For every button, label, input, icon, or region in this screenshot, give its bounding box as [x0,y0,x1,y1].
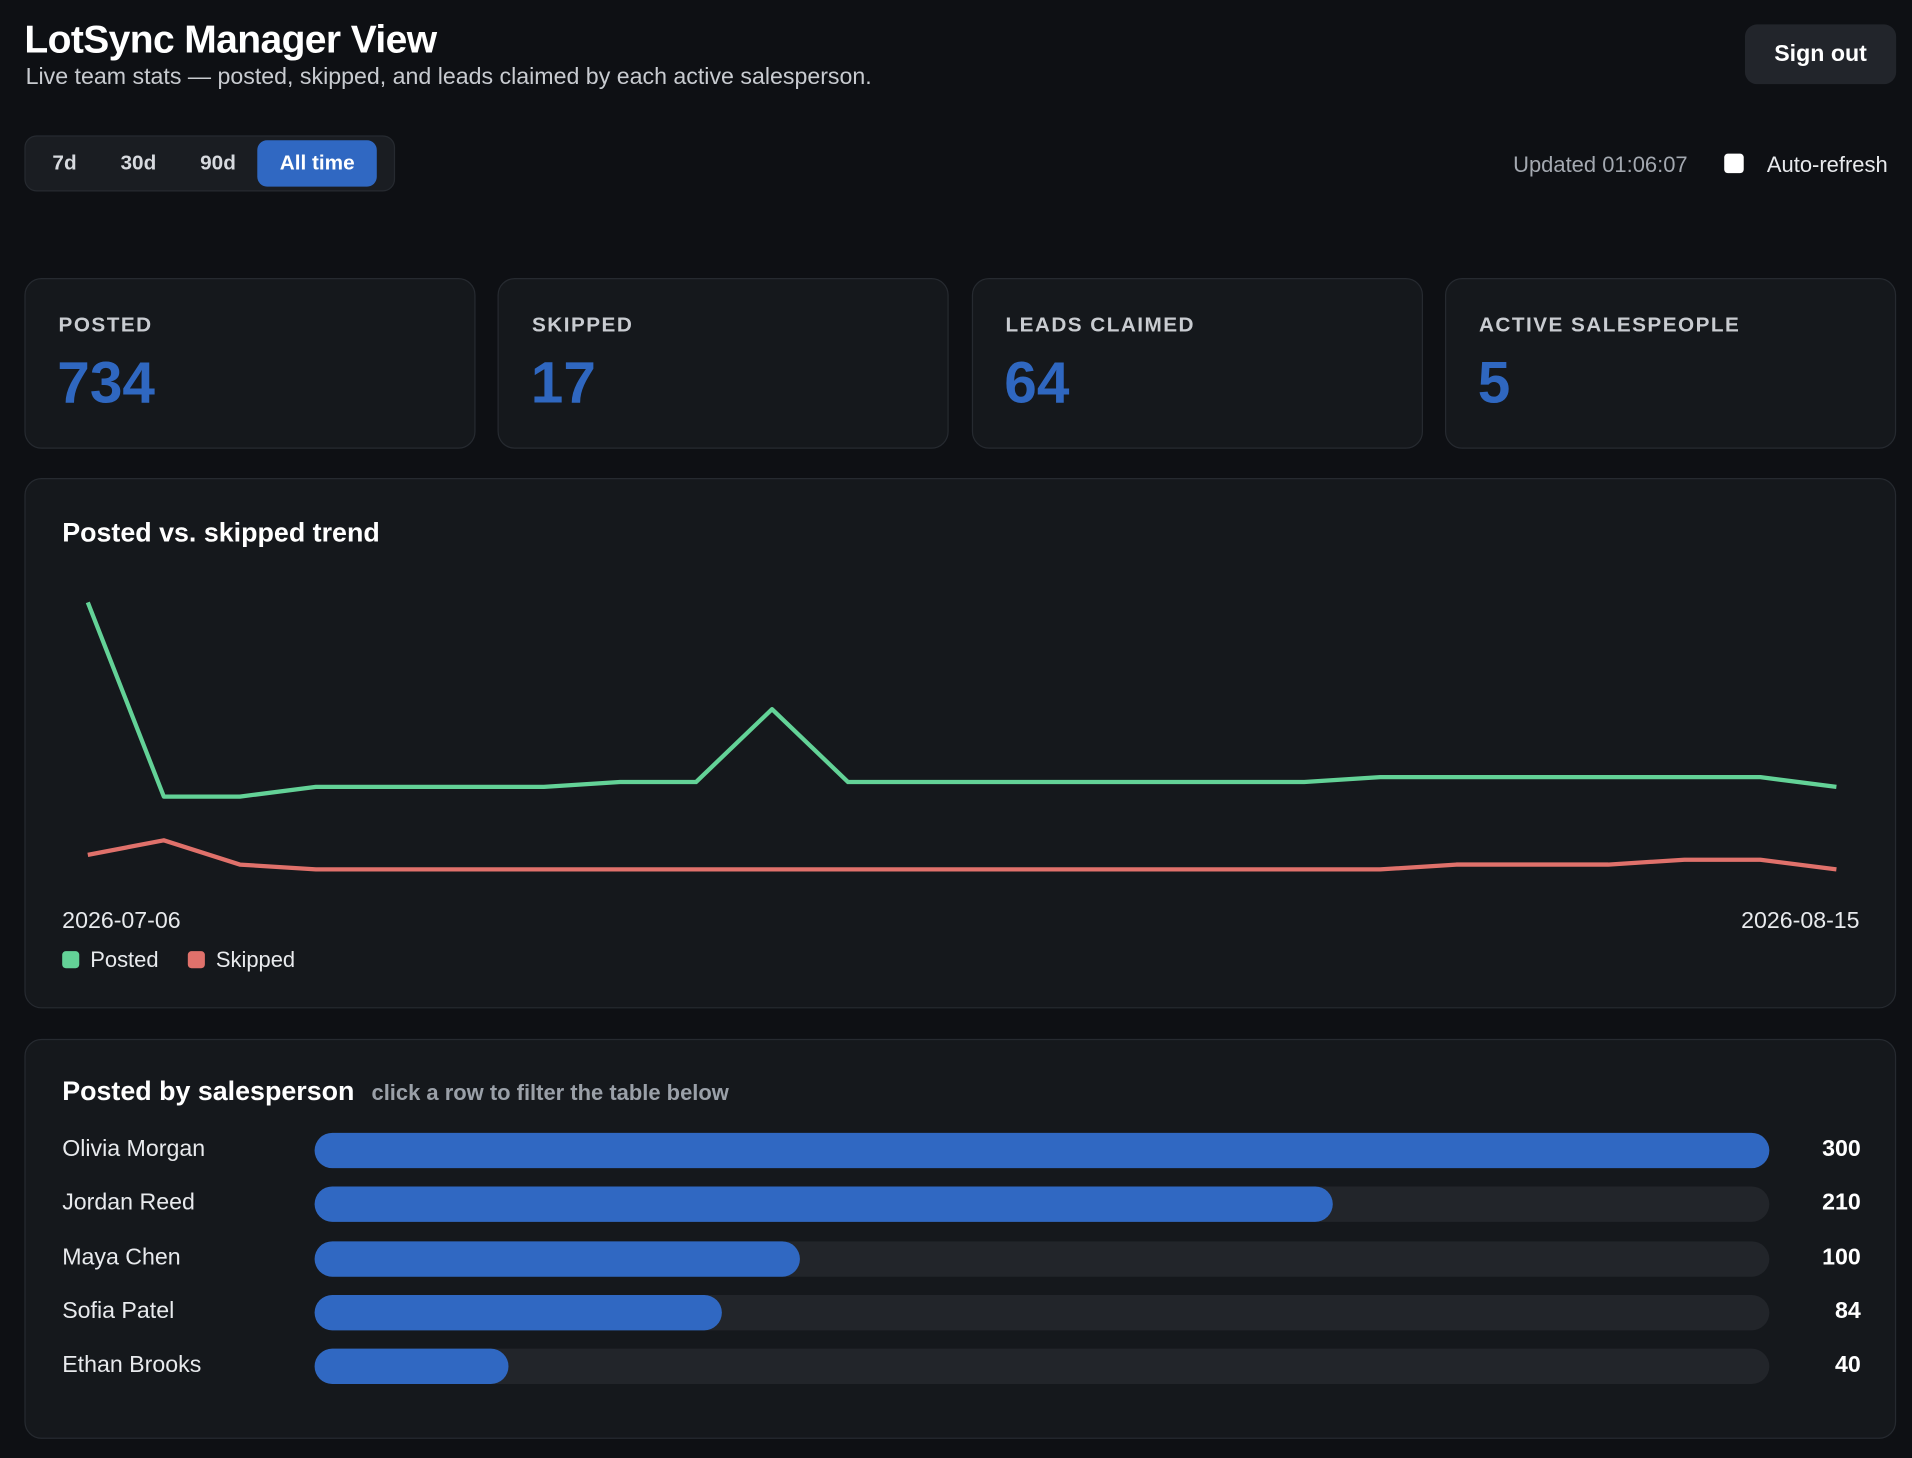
trend-panel: Posted vs. skipped trend 2026-07-06 2026-… [24,478,1897,1009]
bar-value: 210 [1822,1190,1861,1217]
stat-value: 734 [57,351,155,416]
bar-track [314,1240,1770,1277]
bar-value: 40 [1835,1352,1861,1379]
stat-label: ACTIVE SALESPEOPLE [1478,313,1741,337]
stat-value: 5 [1477,351,1511,416]
stat-card: POSTED 734 [24,278,476,449]
page-subtitle: Live team stats — posted, skipped, and l… [25,64,872,91]
stat-card: SKIPPED 17 [497,278,950,449]
salesperson-name: Ethan Brooks [62,1352,202,1379]
legend-swatch [187,951,205,969]
legend-label: Skipped [216,947,295,972]
x-tick-label: 2026-07-06 [62,907,180,933]
range-button[interactable]: 90d [200,151,236,175]
salesperson-name: Jordan Reed [62,1190,195,1217]
salesperson-row[interactable]: Maya Chen 100 [26,1240,1898,1278]
sign-out-button[interactable]: Sign out [1744,24,1897,85]
bar-track [314,1294,1770,1331]
stat-card: LEADS CLAIMED 64 [971,278,1423,449]
bar [314,1186,1333,1223]
salesperson-name: Olivia Morgan [62,1136,206,1163]
bars-heading: Posted by salesperson click a row to fil… [62,1076,729,1108]
bar [314,1348,509,1385]
bar-value: 84 [1835,1298,1861,1325]
trend-chart: 2026-07-06 2026-08-15 Posted Skipped [62,601,1860,972]
range-button[interactable]: 7d [52,151,77,175]
bar-track [314,1132,1770,1169]
legend-label: Posted [90,947,158,972]
bar-value: 100 [1822,1244,1861,1271]
trend-line [85,601,1837,799]
range-selector: 7d 30d 90d All time [24,135,396,192]
bar [314,1132,1770,1169]
salesperson-row[interactable]: Jordan Reed 210 [26,1186,1898,1224]
stat-label: SKIPPED [532,313,634,337]
salesperson-name: Sofia Patel [62,1298,175,1325]
bars-hint: click a row to filter the table below [371,1080,729,1105]
bars-panel: Posted by salesperson click a row to fil… [24,1038,1898,1439]
bar [314,1240,800,1277]
bar [314,1294,722,1331]
stat-card: ACTIVE SALESPEOPLE 5 [1444,278,1897,449]
updated-time: Updated 01:06:07 [1513,152,1688,177]
trend-line [87,838,1837,872]
range-button[interactable]: 30d [120,151,157,175]
auto-refresh-label[interactable]: Auto-refresh [1766,152,1888,177]
trend-title: Posted vs. skipped trend [62,517,380,548]
bar-track [314,1186,1770,1223]
salesperson-row[interactable]: Olivia Morgan 300 [26,1132,1898,1170]
bar-track [314,1348,1770,1385]
bar-value: 300 [1822,1136,1861,1163]
range-button[interactable]: All time [257,140,377,187]
stat-label: POSTED [58,313,153,337]
legend-swatch [62,951,80,969]
page-title: LotSync Manager View [24,17,437,61]
salesperson-row[interactable]: Sofia Patel 84 [26,1294,1898,1332]
auto-refresh-checkbox[interactable] [1724,153,1744,174]
x-tick-label: 2026-08-15 [1741,907,1859,933]
salesperson-row[interactable]: Ethan Brooks 40 [26,1348,1898,1386]
salesperson-name: Maya Chen [62,1244,181,1271]
stat-value: 64 [1004,351,1070,416]
bars-title: Posted by salesperson [62,1075,355,1106]
stat-value: 17 [530,351,596,416]
stat-label: LEADS CLAIMED [1005,313,1195,337]
